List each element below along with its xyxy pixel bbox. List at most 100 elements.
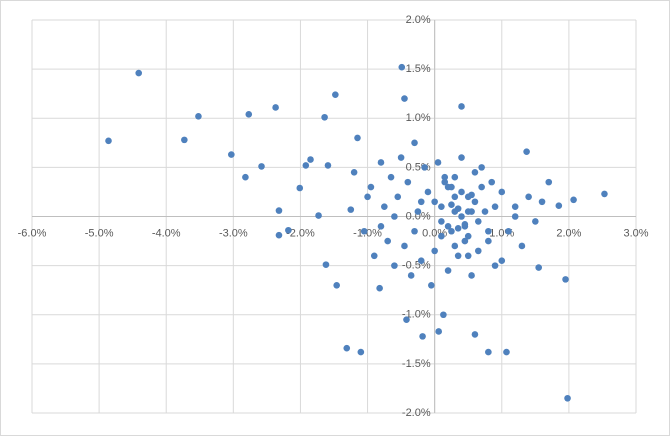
point — [324, 162, 332, 169]
point — [377, 223, 385, 230]
point — [394, 193, 402, 201]
point — [525, 193, 532, 201]
point — [414, 208, 422, 215]
point — [275, 207, 283, 214]
point — [376, 284, 383, 292]
point — [315, 212, 322, 219]
point — [398, 63, 406, 71]
point — [464, 232, 472, 240]
point — [322, 261, 330, 268]
point — [441, 178, 449, 186]
point — [485, 227, 492, 235]
point — [464, 252, 472, 260]
x-tick-label: -6.0% — [18, 227, 47, 239]
y-tick-label: 1.0% — [406, 112, 431, 124]
point — [532, 218, 539, 225]
point — [181, 136, 188, 144]
point — [481, 208, 489, 215]
point — [296, 184, 304, 192]
point — [454, 205, 462, 212]
point — [474, 247, 482, 255]
point — [505, 227, 512, 235]
point — [485, 348, 492, 356]
point — [562, 276, 569, 283]
point — [377, 159, 385, 166]
point — [397, 154, 405, 161]
point — [258, 163, 265, 170]
point — [387, 173, 395, 181]
x-tick-label: -4.0% — [152, 227, 181, 239]
point — [434, 159, 442, 166]
point — [440, 311, 447, 319]
point — [441, 173, 449, 181]
point — [458, 154, 465, 161]
point — [419, 333, 426, 340]
point — [444, 183, 452, 191]
point — [401, 242, 408, 250]
point — [491, 262, 499, 269]
point — [391, 262, 398, 269]
point — [364, 193, 371, 201]
point — [451, 193, 459, 201]
point — [333, 281, 340, 289]
point — [354, 134, 361, 142]
point — [451, 173, 459, 181]
point — [438, 232, 445, 240]
point — [332, 91, 339, 98]
point — [431, 198, 438, 206]
point — [381, 203, 388, 210]
x-tick-label: -2.0% — [286, 227, 315, 239]
point — [417, 257, 425, 265]
point — [545, 178, 553, 186]
point — [195, 112, 202, 120]
point — [411, 227, 418, 235]
point — [601, 190, 608, 198]
point — [488, 178, 496, 186]
point — [275, 231, 283, 239]
point — [564, 394, 571, 402]
point — [421, 164, 428, 171]
point — [367, 183, 375, 191]
point — [461, 221, 469, 228]
point — [424, 188, 432, 196]
point — [461, 237, 469, 245]
point — [384, 237, 391, 245]
point — [307, 156, 314, 163]
y-tick-label: 2.0% — [406, 14, 431, 26]
point — [458, 213, 465, 220]
point — [411, 139, 418, 147]
point — [428, 281, 435, 289]
point — [570, 196, 577, 204]
x-tick-label: 2.0% — [556, 227, 581, 239]
point — [285, 226, 292, 234]
point — [245, 111, 253, 118]
x-tick-label: -3.0% — [219, 227, 248, 239]
x-tick-label: -5.0% — [85, 227, 114, 239]
point — [438, 203, 445, 210]
point — [417, 198, 425, 206]
point — [538, 198, 546, 206]
point — [485, 237, 492, 245]
point — [478, 164, 485, 171]
point — [474, 218, 482, 225]
point — [498, 257, 506, 265]
point — [444, 223, 452, 230]
point — [431, 247, 438, 255]
point — [403, 316, 410, 323]
point — [444, 267, 452, 274]
point — [435, 328, 442, 335]
y-tick-label: 1.5% — [406, 63, 431, 75]
x-tick-label: 3.0% — [623, 227, 648, 239]
point — [535, 264, 542, 271]
point — [471, 198, 479, 206]
point — [448, 227, 455, 235]
y-tick-label: -1.0% — [402, 309, 431, 321]
point — [451, 242, 459, 250]
point — [404, 178, 412, 186]
point — [228, 151, 235, 158]
point — [498, 188, 506, 196]
point — [468, 208, 475, 215]
point — [454, 252, 462, 260]
